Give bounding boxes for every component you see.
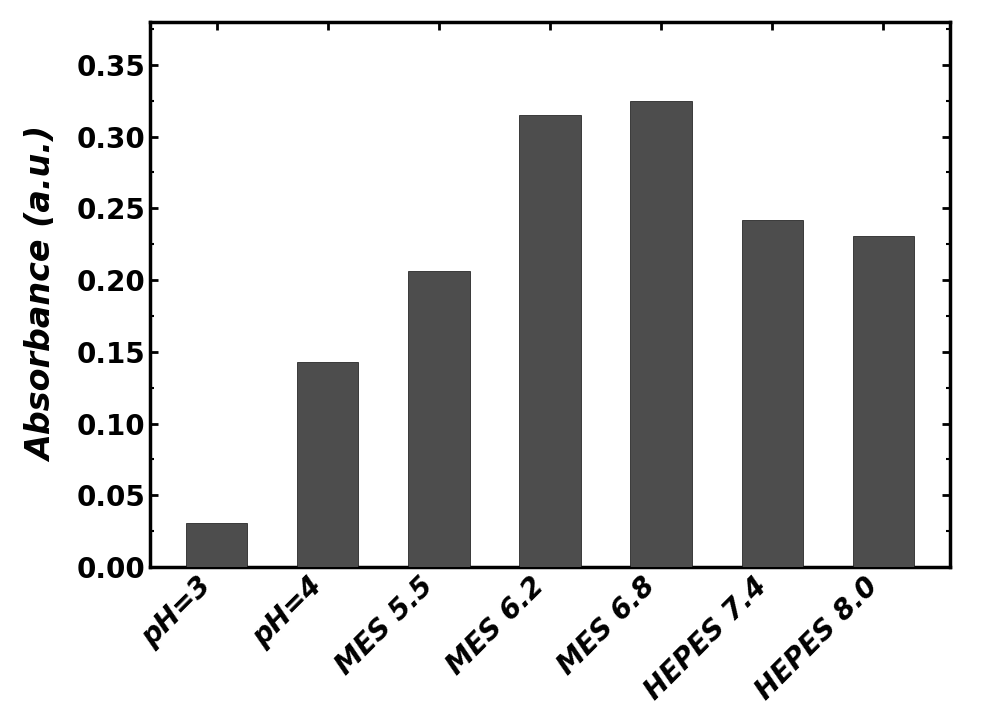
Bar — [630, 101, 692, 567]
Bar — [519, 115, 581, 567]
Bar — [408, 271, 470, 567]
Bar — [742, 220, 803, 567]
Bar — [297, 362, 358, 567]
Y-axis label: Absorbance (a.u.): Absorbance (a.u.) — [27, 127, 60, 462]
Bar — [186, 523, 247, 567]
Bar — [853, 236, 914, 567]
